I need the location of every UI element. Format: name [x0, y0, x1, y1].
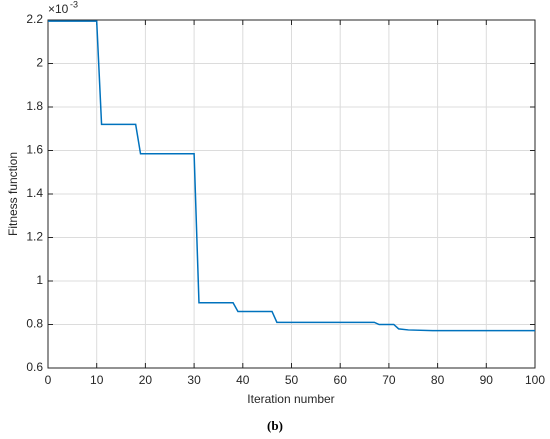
x-tick-label: 100 [525, 373, 545, 387]
y-tick-label: 1.4 [26, 186, 43, 200]
x-tick-label: 70 [382, 373, 396, 387]
plot-frame [47, 19, 536, 369]
y-tick-label: 1 [36, 273, 43, 287]
exponent-power: -3 [70, 0, 78, 9]
y-tick-label: 1.8 [26, 99, 43, 113]
y-tick-label: 2 [36, 56, 43, 70]
x-tick-label: 0 [45, 373, 52, 387]
y-tick-label: 2.2 [26, 12, 43, 26]
y-tick-label: 0.8 [26, 317, 43, 331]
x-tick-label: 50 [285, 373, 299, 387]
x-tick-label: 10 [90, 373, 104, 387]
x-tick-label: 80 [431, 373, 445, 387]
x-tick-label: 60 [334, 373, 348, 387]
caption: (b) [267, 418, 283, 433]
x-tick-label: 40 [236, 373, 250, 387]
y-tick-label: 1.6 [26, 143, 43, 157]
x-tick-label: 20 [139, 373, 153, 387]
x-tick-label: 90 [480, 373, 494, 387]
y-tick-label: 0.6 [26, 360, 43, 374]
data-line [48, 20, 535, 332]
y-axis-label: Fitness function [6, 152, 20, 236]
x-tick-label: 30 [187, 373, 201, 387]
y-tick-label: 1.2 [26, 230, 43, 244]
x-axis-label: Iteration number [247, 392, 334, 406]
exponent-base: ×10 [48, 2, 69, 16]
